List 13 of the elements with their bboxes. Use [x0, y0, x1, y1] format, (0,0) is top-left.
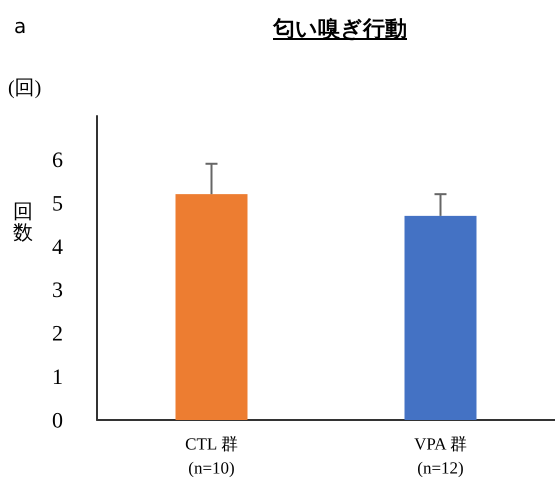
x-tick-label: VPA 群 (n=12): [414, 434, 467, 478]
chart-title: 匂い嗅ぎ行動: [272, 16, 408, 44]
text: (回): [8, 76, 42, 101]
y-tick-label: 5: [52, 190, 63, 216]
y-axis-title: 回数: [12, 201, 34, 244]
text: a: [14, 14, 26, 38]
y-tick-label: 4: [52, 234, 63, 259]
y-tick-label: 0: [52, 408, 63, 432]
y-tick-label: 3: [52, 277, 63, 302]
y-tick-label: 6: [52, 146, 63, 172]
x-tick-label: CTL 群 (n=10): [185, 434, 238, 478]
y-tick-label: 1: [52, 364, 63, 390]
y-tick-label: 2: [52, 320, 63, 346]
